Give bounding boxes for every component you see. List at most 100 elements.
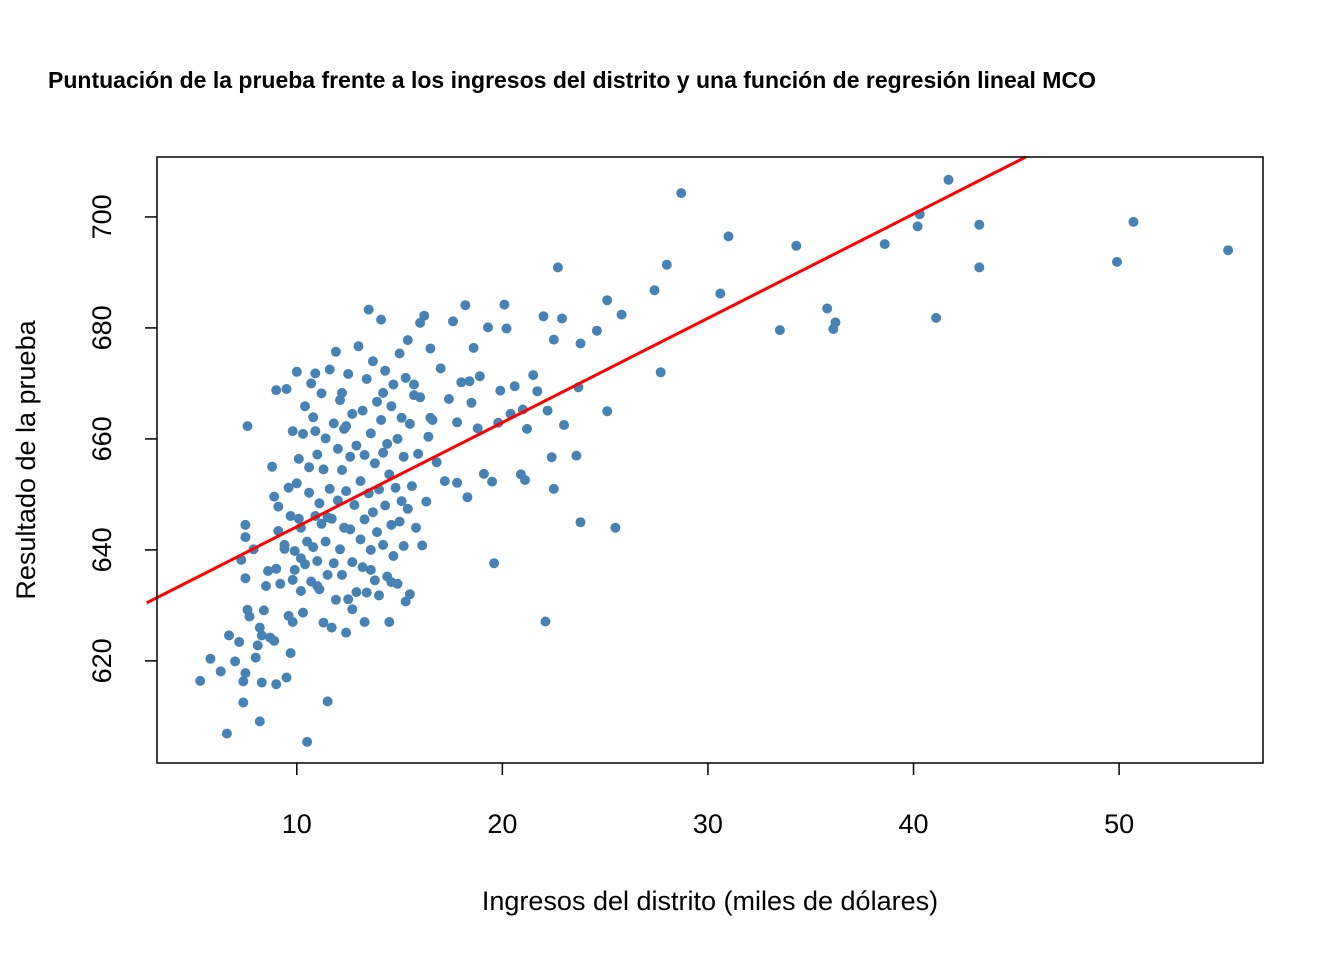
data-point xyxy=(324,364,335,375)
data-point xyxy=(353,341,364,352)
data-point xyxy=(372,396,382,407)
data-point xyxy=(367,356,378,367)
data-point xyxy=(357,562,368,573)
y-tick-label: 680 xyxy=(87,305,117,350)
data-point xyxy=(402,335,413,346)
data-point xyxy=(532,386,543,397)
data-point xyxy=(365,428,376,439)
data-point xyxy=(281,384,292,394)
x-tick-label: 50 xyxy=(1104,809,1134,839)
data-point xyxy=(456,377,467,388)
data-point xyxy=(345,451,356,462)
data-points xyxy=(195,174,1234,747)
data-point xyxy=(287,574,298,585)
data-point xyxy=(289,546,300,556)
data-point xyxy=(322,512,333,523)
data-point xyxy=(791,240,802,251)
data-point xyxy=(542,405,553,416)
data-point xyxy=(398,541,409,551)
data-point xyxy=(559,420,569,430)
data-point xyxy=(378,387,389,398)
data-point xyxy=(540,616,551,627)
data-point xyxy=(487,476,498,487)
data-point xyxy=(359,617,370,627)
data-point xyxy=(522,423,532,434)
data-point xyxy=(452,477,463,488)
data-point xyxy=(341,627,352,638)
data-point xyxy=(322,569,333,580)
data-point xyxy=(361,374,372,384)
data-point xyxy=(472,423,483,434)
x-tick-label: 20 xyxy=(487,809,517,839)
data-point xyxy=(263,566,273,576)
data-point xyxy=(320,433,331,444)
data-point xyxy=(300,401,310,412)
data-point xyxy=(279,543,290,554)
data-point xyxy=(310,426,321,437)
data-point xyxy=(240,532,251,543)
data-point xyxy=(269,491,280,502)
data-point xyxy=(205,653,216,664)
data-point xyxy=(271,385,282,396)
data-point xyxy=(448,316,458,327)
data-point xyxy=(380,500,391,511)
data-point xyxy=(396,412,407,423)
data-point xyxy=(404,589,415,600)
y-tick-label: 640 xyxy=(87,527,117,572)
data-point xyxy=(361,587,372,598)
data-point xyxy=(409,390,419,401)
data-point xyxy=(312,449,323,460)
data-point xyxy=(378,539,389,550)
data-point xyxy=(452,417,463,428)
data-point xyxy=(250,652,261,663)
data-point xyxy=(538,311,549,322)
data-point xyxy=(355,534,366,545)
data-point xyxy=(316,518,327,529)
data-point xyxy=(462,492,473,503)
data-point xyxy=(489,558,500,569)
data-point xyxy=(258,605,269,616)
data-point xyxy=(363,304,374,315)
data-point xyxy=(341,421,352,432)
x-axis: 10 20 30 40 50 xyxy=(282,763,1134,839)
data-point xyxy=(557,313,567,324)
data-point xyxy=(367,507,378,518)
plot-frame xyxy=(156,156,1264,764)
data-point xyxy=(376,415,387,425)
data-point xyxy=(293,513,304,524)
data-point xyxy=(616,309,627,320)
data-point xyxy=(425,343,436,354)
data-point xyxy=(304,462,315,473)
data-point xyxy=(337,569,347,580)
data-point xyxy=(528,370,539,381)
data-point xyxy=(318,617,329,628)
data-point xyxy=(676,188,687,199)
data-point xyxy=(335,544,345,555)
data-point xyxy=(417,540,428,551)
data-point xyxy=(575,338,586,349)
data-point xyxy=(240,519,251,530)
data-point xyxy=(343,594,354,605)
x-tick-label: 40 xyxy=(898,809,928,839)
data-point xyxy=(879,239,890,250)
data-point xyxy=(390,482,401,493)
data-point xyxy=(425,412,436,423)
data-point xyxy=(224,630,234,641)
data-point xyxy=(238,697,249,708)
data-point xyxy=(386,401,397,412)
data-point xyxy=(312,581,323,591)
data-point xyxy=(388,379,399,390)
data-point xyxy=(655,367,666,378)
data-point xyxy=(324,483,335,494)
data-point xyxy=(548,334,559,345)
data-point xyxy=(304,487,315,498)
data-point xyxy=(269,635,280,646)
data-point xyxy=(931,312,942,323)
data-point xyxy=(345,524,356,535)
data-point xyxy=(822,303,833,314)
data-point xyxy=(386,519,397,530)
data-point xyxy=(661,259,672,270)
data-point xyxy=(365,544,376,555)
y-tick-label: 660 xyxy=(87,416,117,461)
